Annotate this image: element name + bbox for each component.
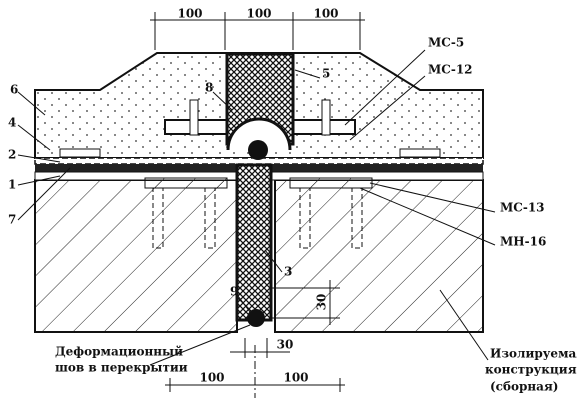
note: конструкция bbox=[485, 363, 577, 377]
note: (сборная) bbox=[490, 380, 558, 394]
dim-text: 100 bbox=[199, 371, 224, 385]
dim-text: 30 bbox=[277, 338, 294, 352]
note: Деформационный bbox=[55, 345, 183, 359]
callout: МС-13 bbox=[500, 201, 545, 215]
dim-text: 100 bbox=[246, 7, 271, 21]
labels: 100 100 100 30 30 100 100 6 4 2 1 7 8 5 … bbox=[8, 7, 577, 394]
callout: МС-12 bbox=[428, 63, 473, 77]
dimension-lines bbox=[150, 12, 365, 392]
note: Изолируемая bbox=[490, 347, 577, 361]
dim-text: 100 bbox=[177, 7, 202, 21]
dim-text: 100 bbox=[313, 7, 338, 21]
callout: МС-5 bbox=[428, 36, 464, 50]
callout: 3 bbox=[284, 265, 292, 279]
callout: 9 bbox=[230, 285, 238, 299]
callout: 5 bbox=[322, 67, 330, 81]
dim-text: 100 bbox=[283, 371, 308, 385]
callout: МН-16 bbox=[500, 235, 546, 249]
callout: 4 bbox=[8, 116, 16, 130]
note: шов в перекрытии bbox=[55, 361, 188, 375]
callout: 8 bbox=[205, 81, 213, 95]
callout: 7 bbox=[8, 213, 16, 227]
callout: 1 bbox=[8, 178, 16, 192]
dim-text: 30 bbox=[315, 294, 329, 311]
callout: 6 bbox=[10, 83, 18, 97]
structure bbox=[34, 52, 484, 398]
callout: 2 bbox=[8, 148, 16, 162]
leaders bbox=[17, 49, 496, 366]
